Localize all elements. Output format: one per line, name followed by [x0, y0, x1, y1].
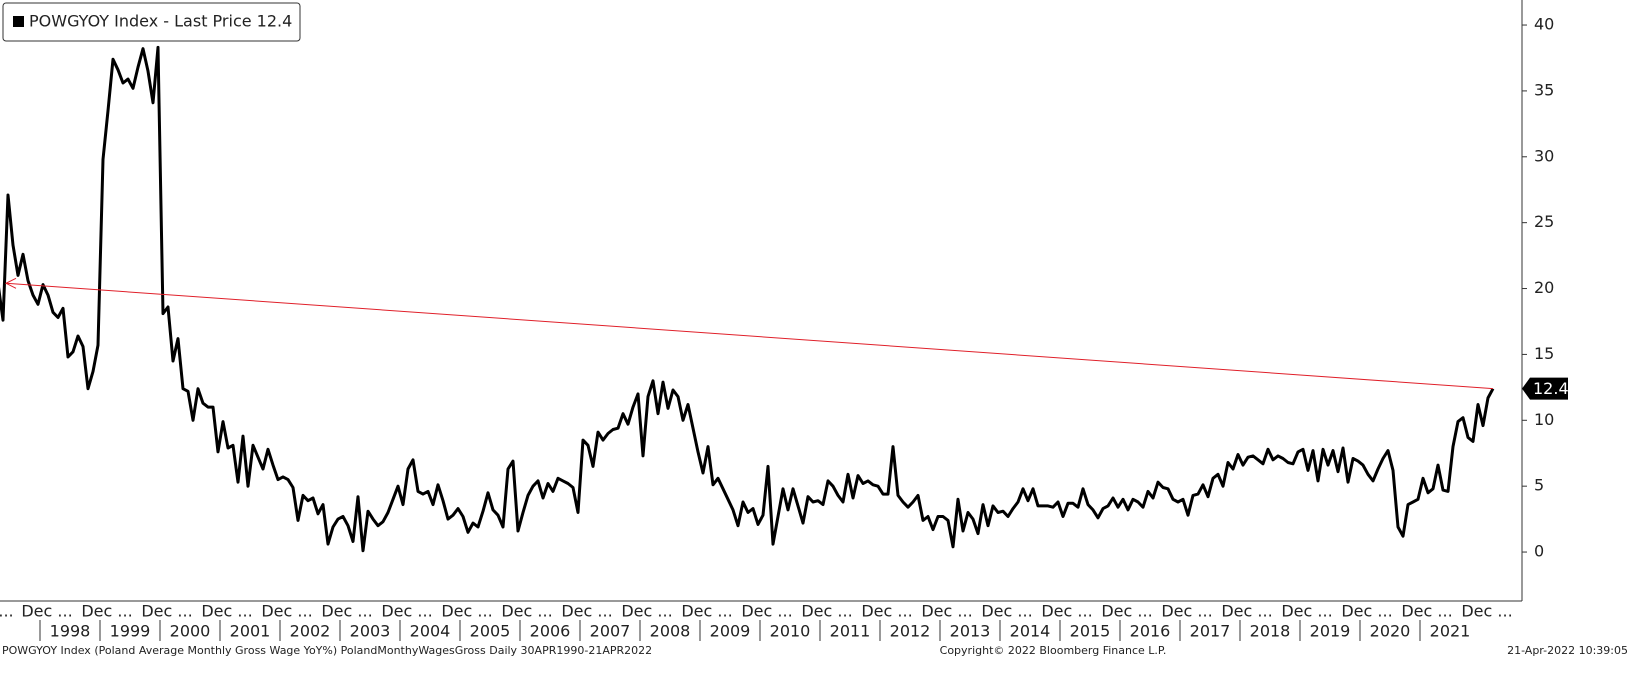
x-year-label: 2001 — [230, 622, 271, 641]
x-year-label: 2003 — [350, 622, 391, 641]
x-month-label: Dec ... — [681, 602, 732, 621]
x-year-label: 2019 — [1310, 622, 1351, 641]
x-year-label: 2010 — [770, 622, 811, 641]
x-year-label: 2014 — [1010, 622, 1051, 641]
x-year-label: 2004 — [410, 622, 451, 641]
x-month-label: Dec ... — [1341, 602, 1392, 621]
legend-swatch — [13, 16, 24, 27]
x-month-label: Dec ... — [201, 602, 252, 621]
y-tick-label: 5 — [1534, 476, 1544, 495]
x-year-label: 2016 — [1130, 622, 1171, 641]
footer-left: POWGYOY Index (Poland Average Monthly Gr… — [2, 644, 652, 657]
x-month-label: Dec ... — [801, 602, 852, 621]
x-year-label: 2002 — [290, 622, 331, 641]
x-year-label: 2017 — [1190, 622, 1231, 641]
y-tick-label: 35 — [1534, 80, 1554, 99]
x-month-label: Dec ... — [1461, 602, 1512, 621]
x-month-label: Dec ... — [321, 602, 372, 621]
series-line — [0, 45, 1495, 553]
x-month-label: Dec ... — [921, 602, 972, 621]
x-month-label: Dec ... — [21, 602, 72, 621]
y-tick-label: 20 — [1534, 278, 1554, 297]
y-tick-label: 10 — [1534, 410, 1554, 429]
plot-area — [0, 45, 1495, 553]
x-year-label: 2013 — [950, 622, 991, 641]
x-month-label: Dec ... — [441, 602, 492, 621]
x-year-label: 2020 — [1370, 622, 1411, 641]
x-year-label: 2011 — [830, 622, 871, 641]
footer-center: Copyright© 2022 Bloomberg Finance L.P. — [940, 644, 1167, 657]
y-tick-label: 0 — [1534, 542, 1544, 561]
x-month-label: Dec ... — [141, 602, 192, 621]
x-year-label: 2018 — [1250, 622, 1291, 641]
x-year-label: 2000 — [170, 622, 211, 641]
x-month-label: Dec ... — [741, 602, 792, 621]
x-year-label: 2006 — [530, 622, 571, 641]
x-year-label: 2012 — [890, 622, 931, 641]
footer-right: 21-Apr-2022 10:39:05 — [1507, 644, 1628, 657]
x-year-label: 2015 — [1070, 622, 1111, 641]
x-month-label: Dec ... — [861, 602, 912, 621]
x-year-label: 2008 — [650, 622, 691, 641]
last-value-label: 12.4 — [1533, 379, 1569, 398]
x-year-label: 2009 — [710, 622, 751, 641]
x-month-label: Dec ... — [621, 602, 672, 621]
y-tick-label: 40 — [1534, 15, 1554, 34]
x-month-label: Dec ... — [981, 602, 1032, 621]
x-month-label: Dec ... — [1041, 602, 1092, 621]
x-month-label: Dec ... — [81, 602, 132, 621]
x-month-label: Dec ... — [1101, 602, 1152, 621]
x-month-label: ... — [0, 602, 14, 621]
x-year-label: 2021 — [1430, 622, 1471, 641]
y-tick-label: 15 — [1534, 344, 1554, 363]
x-year-label: 1999 — [110, 622, 151, 641]
annotation-arrow — [5, 282, 1494, 390]
x-month-label: Dec ... — [261, 602, 312, 621]
x-year-label: 2007 — [590, 622, 631, 641]
x-month-label: Dec ... — [1401, 602, 1452, 621]
arrow-head — [4, 277, 17, 289]
legend-box — [2, 2, 301, 42]
x-year-label: 2005 — [470, 622, 511, 641]
x-month-label: Dec ... — [1161, 602, 1212, 621]
legend-label: POWGYOY Index - Last Price 12.4 — [29, 12, 292, 31]
x-month-label: Dec ... — [381, 602, 432, 621]
y-tick-label: 30 — [1534, 146, 1554, 165]
last-value-tag — [1522, 377, 1568, 400]
x-month-label: Dec ... — [501, 602, 552, 621]
x-month-label: Dec ... — [561, 602, 612, 621]
x-month-label: Dec ... — [1281, 602, 1332, 621]
y-tick-label: 25 — [1534, 212, 1554, 231]
x-month-label: Dec ... — [1221, 602, 1272, 621]
x-year-label: 1998 — [50, 622, 91, 641]
